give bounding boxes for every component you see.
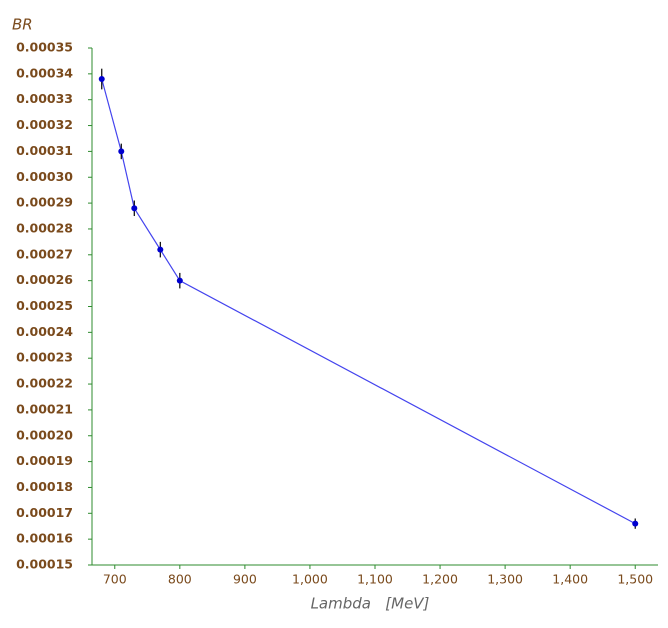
y-axis-title: BR: [12, 16, 33, 34]
x-tick-label: 1,300: [487, 572, 523, 587]
y-tick-label: 0.00015: [16, 557, 73, 572]
x-tick-label: 800: [168, 572, 192, 587]
y-tick-label: 0.00018: [16, 479, 73, 494]
y-tick-label: 0.00017: [16, 505, 73, 520]
y-tick-label: 0.00019: [16, 453, 73, 468]
y-tick-label: 0.00022: [16, 376, 73, 391]
y-tick-label: 0.00026: [16, 272, 73, 287]
x-tick-label: 1,500: [617, 572, 653, 587]
y-tick-label: 0.00021: [16, 401, 73, 416]
y-tick-label: 0.00028: [16, 220, 73, 235]
series-line: [101, 78, 636, 525]
x-tick-label: 1,200: [422, 572, 458, 587]
y-tick-label: 0.00027: [16, 246, 73, 261]
x-tick-label: 1,000: [292, 572, 328, 587]
y-tick-label: 0.00024: [16, 324, 73, 339]
y-tick-label: 0.00030: [16, 169, 73, 184]
data-point: [157, 246, 164, 253]
x-axis-title: Lambda [MeV]: [311, 595, 430, 613]
y-tick-label: 0.00035: [16, 40, 73, 55]
x-tick-label: 900: [233, 572, 257, 587]
data-point: [118, 148, 125, 155]
y-tick-label: 0.00016: [16, 531, 73, 546]
y-tick-label: 0.00033: [16, 91, 73, 106]
data-point: [176, 277, 183, 284]
y-tick-label: 0.00020: [16, 427, 73, 442]
y-tick-label: 0.00032: [16, 117, 73, 132]
y-tick-label: 0.00025: [16, 298, 73, 313]
x-tick-label: 1,100: [357, 572, 393, 587]
data-point: [632, 520, 639, 527]
y-tick-label: 0.00029: [16, 195, 73, 210]
data-point: [131, 205, 138, 212]
x-tick-label: 1,400: [552, 572, 588, 587]
y-tick-label: 0.00023: [16, 350, 73, 365]
y-tick-label: 0.00034: [16, 65, 73, 80]
y-tick-label: 0.00031: [16, 143, 73, 158]
data-point: [98, 76, 105, 83]
x-tick-label: 700: [103, 572, 127, 587]
